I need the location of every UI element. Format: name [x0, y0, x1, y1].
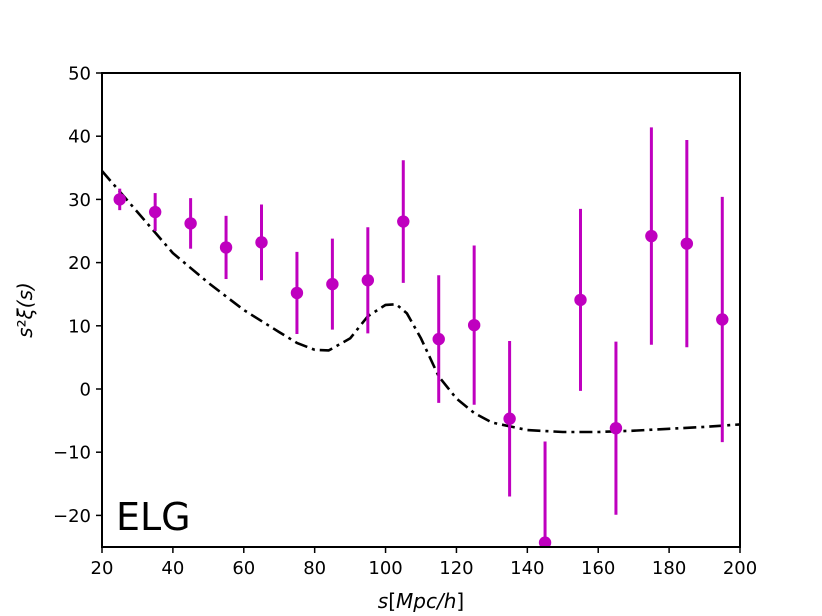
x-tick-label: 140	[510, 558, 544, 579]
data-point	[148, 205, 162, 219]
y-tick-label: 30	[68, 190, 91, 211]
data-point	[716, 313, 729, 326]
y-tick-label: 10	[68, 316, 91, 337]
x-axis-label: s[Mpc/h]	[378, 589, 464, 613]
x-tick-label: 100	[368, 558, 402, 579]
y-tick-label: 40	[68, 127, 91, 148]
x-tick-label: 40	[161, 558, 184, 579]
data-point	[503, 412, 516, 425]
model-curve	[102, 170, 740, 434]
y-tick-label: 50	[68, 64, 91, 85]
data-point	[609, 421, 623, 435]
x-tick-label: 20	[91, 558, 114, 579]
y-tick-label: −20	[53, 506, 91, 527]
data-point	[538, 536, 552, 547]
data-point	[574, 293, 587, 307]
chart-annotation: ELG	[116, 495, 191, 539]
x-tick-label: 60	[232, 558, 255, 579]
y-tick-label: 20	[68, 253, 91, 274]
plot-marks	[102, 127, 740, 547]
y-tick-label: 0	[80, 380, 91, 401]
axis-ticks: 20 40 60 80 100 120 140 160 180 200 −20 −10 0 10 20 30 4…	[53, 64, 757, 580]
data-point	[432, 332, 445, 346]
x-tick-label: 200	[723, 558, 757, 579]
data-point	[361, 274, 375, 287]
data-point	[255, 236, 268, 249]
plot-frame	[101, 72, 741, 548]
x-tick-label: 160	[581, 558, 615, 579]
data-point	[290, 286, 304, 300]
x-tick-label: 120	[439, 558, 473, 579]
data-point	[326, 277, 339, 291]
y-tick-label: −10	[53, 443, 91, 464]
x-tick-label: 180	[652, 558, 686, 579]
data-point	[680, 237, 694, 250]
data-point	[184, 217, 197, 230]
data-point	[467, 318, 481, 332]
data-point	[645, 229, 658, 243]
data-point	[219, 241, 233, 254]
data-point	[397, 215, 410, 228]
data-point	[113, 193, 126, 206]
y-axis-label: s²ξ(s)	[13, 282, 37, 338]
x-tick-label: 80	[303, 558, 326, 579]
